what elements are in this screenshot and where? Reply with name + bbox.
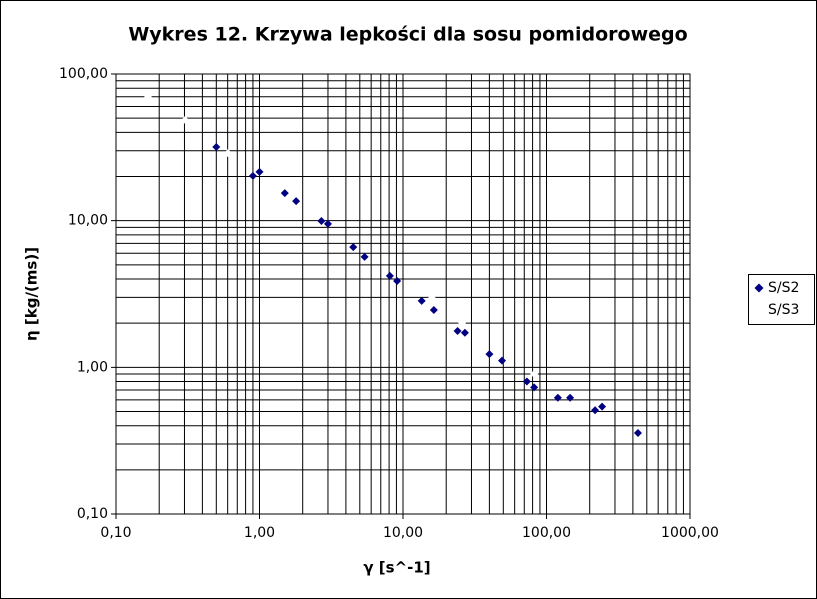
point [633,428,642,437]
point [393,276,402,285]
y-axis-title: η [kg/(ms)] [23,247,41,341]
point [143,92,152,101]
x-tick-label: 10,00 [383,525,423,541]
legend-marker [754,305,764,315]
x-axis-title: γ [s^-1] [363,559,430,577]
x-tick-label: 100,00 [522,525,571,541]
plot-border [115,73,691,515]
point [385,271,394,280]
point [280,189,289,198]
point [429,305,438,314]
point [453,326,462,335]
legend-label: S/S2 [768,280,799,296]
point [485,350,494,359]
point [598,402,607,411]
y-tick-label: 1,00 [77,359,108,375]
y-tick-label: 0,10 [77,506,108,522]
point [255,167,264,176]
point [360,252,369,261]
x-tick-label: 1,00 [244,525,275,541]
chart-title: Wykres 12. Krzywa lepkości dla sosu pomi… [128,24,687,46]
y-tick-label: 10,00 [68,213,108,229]
x-tick-label: 1000,00 [661,525,719,541]
y-tick-label: 100,00 [59,66,108,82]
point [292,197,301,206]
point [460,328,469,337]
point [317,216,326,225]
point [323,219,332,228]
legend-marker [754,283,764,293]
point [349,243,358,252]
point [417,296,426,305]
point [212,142,221,151]
point [498,356,507,365]
point [223,149,232,158]
point [181,115,190,124]
point [530,370,539,379]
x-tick-label: 0,10 [100,525,131,541]
point [248,171,257,180]
point [530,383,539,392]
point [427,293,436,302]
point [458,318,467,327]
legend-label: S/S3 [768,302,799,318]
legend-box [748,274,815,325]
point [591,406,600,415]
point [522,377,531,386]
point [566,393,575,402]
point [553,393,562,402]
